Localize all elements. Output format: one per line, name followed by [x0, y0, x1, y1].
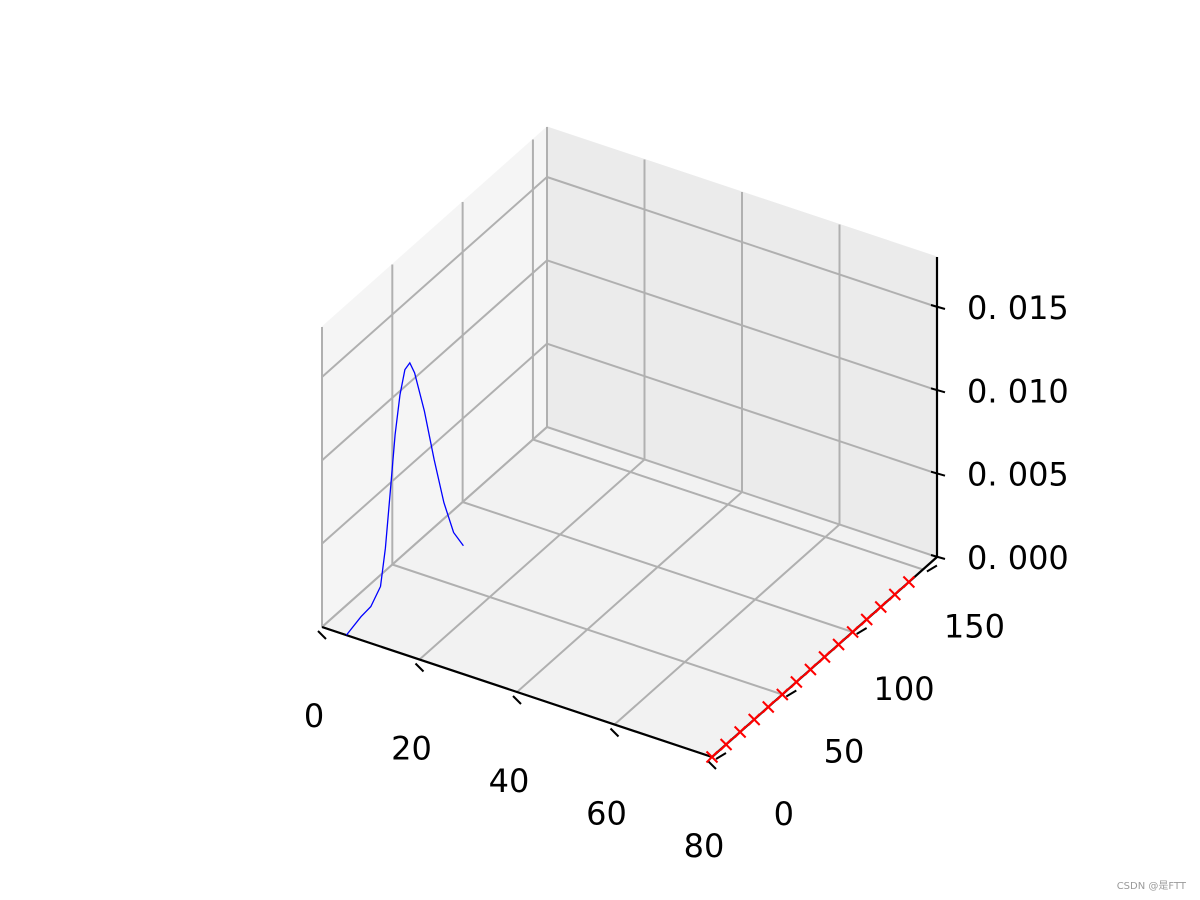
x-marker — [874, 600, 887, 614]
y-tick — [856, 627, 868, 635]
density-curve — [345, 361, 464, 636]
x-tick — [414, 662, 425, 673]
z-tick-label: 0. 010 — [967, 372, 1069, 410]
x-marker — [888, 588, 902, 601]
x-marker-stroke — [818, 650, 831, 664]
x-marker-stroke — [902, 575, 916, 589]
x-marker — [818, 650, 831, 664]
watermark: CSDN @是FTT — [1117, 880, 1187, 892]
z-grid-back — [546, 259, 938, 392]
x-marker — [804, 663, 817, 676]
x-axis-line — [321, 625, 713, 759]
z-tick — [930, 554, 946, 560]
x-marker-stroke — [846, 625, 859, 639]
x-marker-stroke — [860, 613, 873, 626]
x-marker-stroke — [762, 700, 775, 714]
x-marker — [832, 638, 845, 651]
x-marker — [790, 675, 803, 689]
x-marker-stroke — [733, 725, 747, 739]
x-grid-floor — [516, 491, 743, 693]
x-marker — [902, 575, 916, 589]
x-marker — [747, 713, 761, 726]
x-marker — [705, 750, 719, 764]
x-tick — [707, 760, 717, 770]
y-grid-floor — [532, 438, 924, 571]
x-marker — [762, 700, 775, 714]
x-tick-label: 80 — [684, 827, 725, 865]
x-marker — [719, 738, 733, 751]
x-tick — [512, 695, 522, 705]
x-tick-label: 0 — [304, 697, 324, 735]
x-marker-stroke — [874, 600, 887, 614]
z-tick — [930, 304, 946, 310]
x-grid-floor — [418, 458, 646, 661]
x-tick-label: 20 — [391, 730, 432, 768]
y-tick — [785, 689, 797, 698]
y-grid-floor — [462, 501, 853, 633]
x-marker — [860, 613, 873, 626]
x-tick-label: 40 — [489, 762, 530, 800]
x-marker-stroke — [776, 688, 789, 701]
y-grid-floor — [391, 563, 783, 696]
z-grid-side — [321, 259, 548, 462]
x-tick-label: 60 — [586, 795, 627, 833]
x-tick — [317, 630, 327, 640]
z-tick-label: 0. 005 — [967, 456, 1069, 494]
x-marker-stroke — [790, 675, 803, 689]
x-marker — [733, 725, 747, 739]
x-marker-stroke — [832, 638, 845, 651]
x-grid-floor — [613, 523, 841, 726]
x-marker — [776, 688, 789, 701]
x-tick — [609, 727, 620, 738]
y-tick-label: 0 — [774, 795, 794, 833]
y-tick — [926, 564, 938, 573]
z-grid-back — [546, 342, 938, 475]
z-grid-back — [546, 176, 938, 308]
z-tick-label: 0. 015 — [967, 289, 1069, 327]
z-tick-label: 0. 000 — [967, 539, 1069, 577]
y-tick-label: 150 — [944, 608, 1005, 646]
z-tick — [930, 387, 946, 394]
x-marker — [846, 625, 859, 639]
x-marker-stroke — [705, 750, 719, 764]
x-marker-stroke — [804, 663, 817, 676]
y-tick — [715, 752, 727, 760]
x-marker-stroke — [747, 713, 761, 726]
series-layer — [345, 361, 916, 764]
z-grid-back — [546, 426, 938, 558]
z-grid-side — [321, 426, 548, 628]
y-tick-label: 100 — [874, 670, 935, 708]
z-tick — [930, 470, 946, 477]
y-tick-label: 50 — [824, 733, 865, 771]
z-grid-side — [321, 342, 548, 545]
x-marker-stroke — [888, 588, 902, 601]
z-grid-side — [321, 176, 548, 378]
x-marker-stroke — [719, 738, 733, 751]
